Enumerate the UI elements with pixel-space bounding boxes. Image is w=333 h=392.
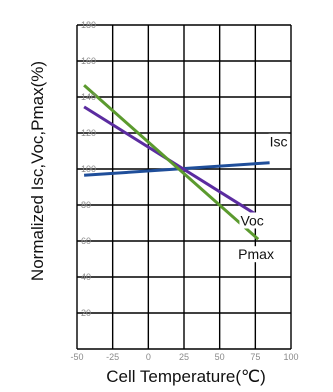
y-tick-label: 40 <box>81 272 91 282</box>
x-tick-label: 50 <box>215 352 225 362</box>
y-tick-label: 160 <box>81 56 96 66</box>
y-tick-label: 140 <box>81 92 96 102</box>
series-label-pmax: Pmax <box>238 246 274 262</box>
y-tick-label: 120 <box>81 128 96 138</box>
chart-grid <box>76 24 292 350</box>
x-tick-label: 0 <box>146 352 151 362</box>
y-tick-label: 100 <box>81 164 96 174</box>
series-labels: Isc Voc Pmax <box>237 133 289 263</box>
x-tick-label: 100 <box>283 352 298 362</box>
y-tick-label: 20 <box>81 308 91 318</box>
series-label-background <box>237 246 275 263</box>
y-axis-title: Normalized Isc,Voc,Pmax(%) <box>28 61 47 281</box>
x-tick-label: -25 <box>106 352 119 362</box>
x-tick-label: 75 <box>250 352 260 362</box>
series-label-isc: Isc <box>270 134 288 150</box>
y-tick-label: 60 <box>81 236 91 246</box>
y-tick-label: 80 <box>81 200 91 210</box>
y-tick-label: 180 <box>81 20 96 30</box>
series-lines <box>83 84 270 241</box>
series-line-pmax <box>83 84 260 241</box>
series-label-voc: Voc <box>240 213 263 229</box>
x-axis-title: Cell Temperature(℃) <box>106 367 266 386</box>
x-tick-label: 25 <box>179 352 189 362</box>
x-tick-label: -50 <box>70 352 83 362</box>
tick-labels: -50 -25 0 25 50 75 100 20 40 60 80 100 120 140 160 180 <box>70 20 298 362</box>
series-label-background <box>268 133 289 150</box>
series-label-background <box>239 212 265 229</box>
